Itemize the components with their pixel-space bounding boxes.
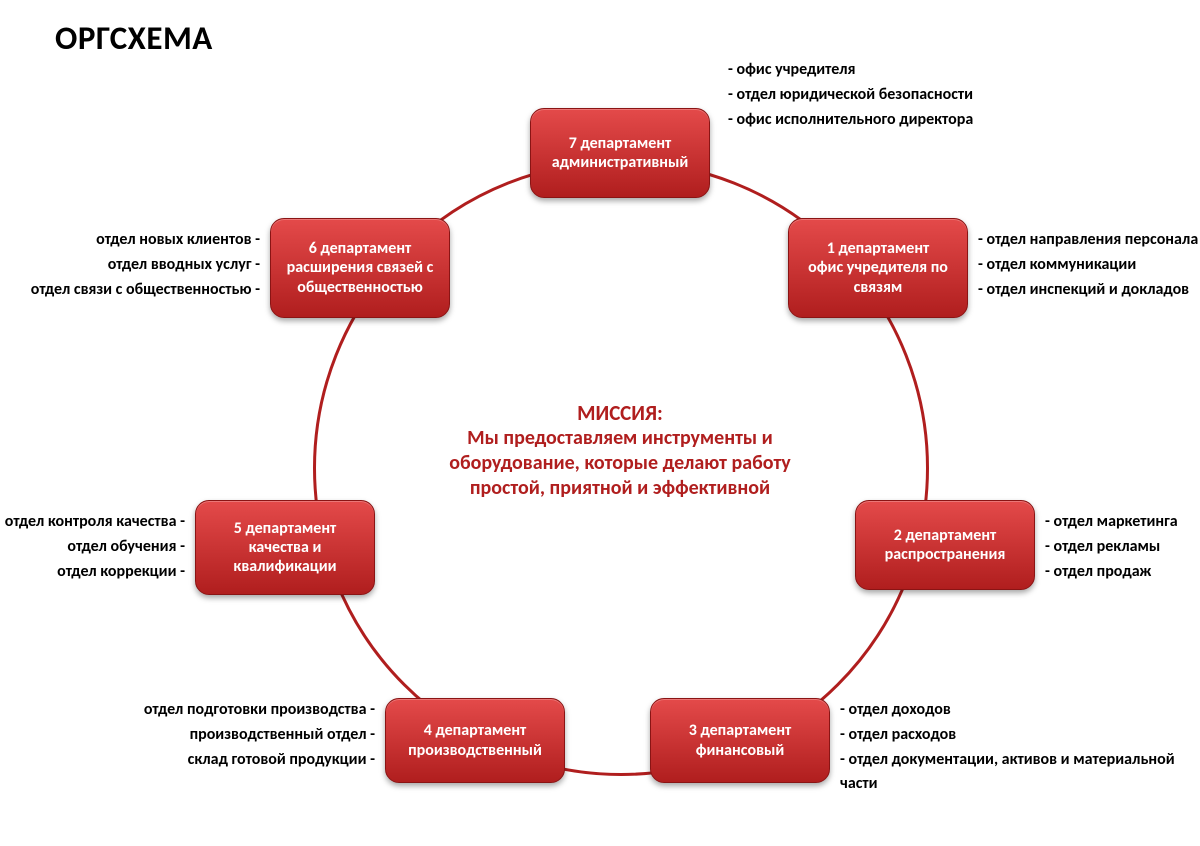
mission-heading: МИССИЯ: xyxy=(410,400,830,426)
dept-node-6: 6 департамент расширения связей с общест… xyxy=(270,218,450,318)
dept-node-4: 4 департамент производственный xyxy=(385,698,565,783)
dept-line1: 3 департамент xyxy=(689,721,792,740)
dept-line1: 2 департамент xyxy=(894,526,997,545)
mission-body: Мы предоставляем инструменты и оборудова… xyxy=(410,426,830,501)
bullet-item: - офис учредителя xyxy=(728,58,973,83)
dept-bullets-7: - офис учредителя- отдел юридической без… xyxy=(728,58,973,132)
dept-bullets-2: - отдел маркетинга- отдел рекламы- отдел… xyxy=(1045,510,1178,584)
dept-node-1: 1 департамент офис учредителя по связям xyxy=(788,218,968,318)
bullet-item: отдел вводных услуг - xyxy=(31,253,260,278)
bullet-item: - отдел продаж xyxy=(1045,560,1178,585)
dept-node-7: 7 департамент административный xyxy=(530,108,710,198)
bullet-item: - отдел документации, активов и материал… xyxy=(840,748,1195,798)
bullet-item: - отдел инспекций и докладов xyxy=(978,278,1198,303)
bullet-item: - отдел юридической безопасности xyxy=(728,83,973,108)
dept-bullets-1: - отдел направления персонала- отдел ком… xyxy=(978,228,1198,302)
dept-line2: административный xyxy=(552,153,689,172)
bullet-item: производственный отдел - xyxy=(144,723,375,748)
dept-line2: распространения xyxy=(885,545,1006,564)
bullet-item: - отдел расходов xyxy=(840,723,1195,748)
bullet-item: отдел подготовки производства - xyxy=(144,698,375,723)
diagram-stage: ОРГСХЕМА МИССИЯ: Мы предоставляем инстру… xyxy=(0,0,1200,846)
bullet-item: - отдел доходов xyxy=(840,698,1195,723)
dept-node-2: 2 департамент распространения xyxy=(855,500,1035,590)
dept-line1: 7 департамент xyxy=(569,134,672,153)
dept-node-5: 5 департамент качества и квалификации xyxy=(195,500,375,595)
bullet-item: - отдел маркетинга xyxy=(1045,510,1178,535)
dept-bullets-4: отдел подготовки производства -производс… xyxy=(144,698,375,772)
dept-line2: финансовый xyxy=(696,741,785,760)
mission-block: МИССИЯ: Мы предоставляем инструменты и о… xyxy=(410,400,830,501)
bullet-item: - отдел коммуникации xyxy=(978,253,1198,278)
bullet-item: - отдел направления персонала xyxy=(978,228,1198,253)
dept-line2: офис учредителя по связям xyxy=(799,258,957,296)
bullet-item: склад готовой продукции - xyxy=(144,748,375,773)
bullet-item: отдел обучения - xyxy=(5,535,185,560)
dept-line1: 5 департамент xyxy=(234,519,337,538)
dept-bullets-5: отдел контроля качества -отдел обучения … xyxy=(5,510,185,584)
bullet-item: - отдел рекламы xyxy=(1045,535,1178,560)
bullet-item: отдел контроля качества - xyxy=(5,510,185,535)
dept-line1: 1 департамент xyxy=(827,239,930,258)
bullet-item: отдел связи с общественностью - xyxy=(31,278,260,303)
bullet-item: - офис исполнительного директора xyxy=(728,108,973,133)
dept-line1: 6 департамент xyxy=(309,239,412,258)
page-title: ОРГСХЕМА xyxy=(55,18,213,58)
dept-line2: расширения связей с общественностью xyxy=(281,258,439,296)
bullet-item: отдел коррекции - xyxy=(5,560,185,585)
dept-bullets-3: - отдел доходов- отдел расходов- отдел д… xyxy=(840,698,1195,797)
dept-node-3: 3 департамент финансовый xyxy=(650,698,830,783)
dept-line2: производственный xyxy=(408,741,542,760)
dept-bullets-6: отдел новых клиентов -отдел вводных услу… xyxy=(31,228,260,302)
bullet-item: отдел новых клиентов - xyxy=(31,228,260,253)
dept-line1: 4 департамент xyxy=(424,721,527,740)
dept-line2: качества и квалификации xyxy=(206,538,364,576)
